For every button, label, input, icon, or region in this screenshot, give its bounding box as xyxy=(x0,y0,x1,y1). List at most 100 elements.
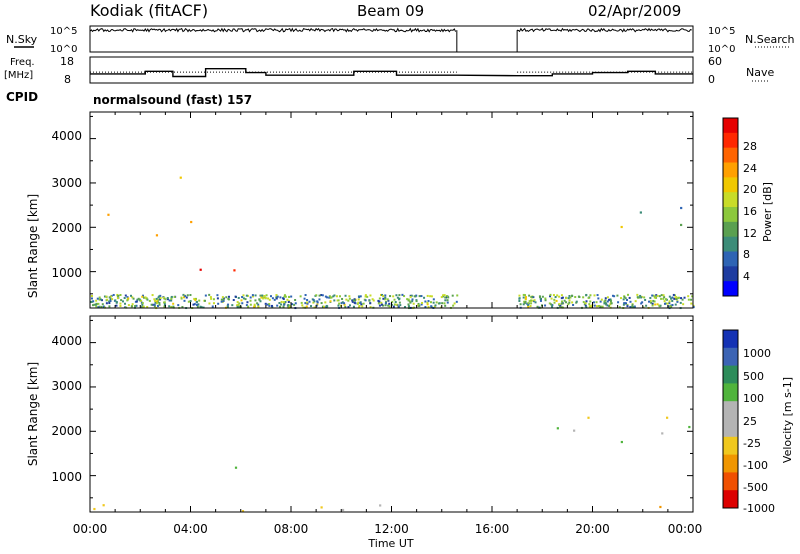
cpid-value: normalsound (fast) 157 xyxy=(93,93,252,107)
echo-cell xyxy=(651,302,654,305)
echo-cell xyxy=(130,305,133,308)
echo-cell xyxy=(351,299,354,302)
echo-cell xyxy=(197,303,200,306)
echo-cell xyxy=(401,293,404,296)
echo-cell xyxy=(553,298,556,301)
echo-cell xyxy=(271,304,274,307)
colorbar-swatch xyxy=(723,330,738,349)
echo-cell xyxy=(388,305,391,308)
echo-cell xyxy=(141,302,144,305)
echo-cell xyxy=(348,297,351,300)
echo-cell xyxy=(629,305,632,308)
echo-cell xyxy=(626,305,629,308)
echo-cell xyxy=(600,298,603,301)
echo-cell xyxy=(212,298,215,301)
echo-cell xyxy=(208,293,211,296)
echo-cell xyxy=(153,305,156,308)
echo-cell xyxy=(131,303,134,306)
echo-cell xyxy=(168,305,171,308)
echo-cell xyxy=(105,302,108,305)
echo-cell xyxy=(409,294,412,297)
echo-cell xyxy=(108,300,111,303)
echo-cell xyxy=(663,300,666,303)
velocity-ylabel: Slant Range [km] xyxy=(26,362,40,466)
echo-cell xyxy=(551,305,554,308)
colorbar-swatch xyxy=(723,436,738,456)
echo-cell xyxy=(226,304,229,307)
x-tick-label: 20:00 xyxy=(575,522,610,536)
echo-cell xyxy=(369,306,372,309)
echo-cell xyxy=(658,304,661,307)
echo-cell xyxy=(398,301,401,304)
echo-cell xyxy=(200,306,203,309)
echo-cell xyxy=(259,294,262,297)
echo-cell xyxy=(220,298,223,301)
echo-cell xyxy=(90,297,93,300)
echo-cell xyxy=(599,300,602,303)
echo-cell xyxy=(544,297,547,300)
echo-cell xyxy=(527,304,530,307)
echo-cell xyxy=(676,300,679,303)
echo-cell xyxy=(424,306,427,309)
echo-cell xyxy=(640,296,643,299)
echo-cell xyxy=(378,297,381,300)
echo-cell xyxy=(98,298,101,301)
power-cb-tick: 4 xyxy=(743,270,750,283)
colorbar-swatch xyxy=(723,454,738,473)
echo-cell xyxy=(671,296,674,299)
echo-cell xyxy=(659,505,662,509)
echo-cell xyxy=(387,299,390,302)
velocity-cb-tick: -100 xyxy=(743,459,768,472)
echo-cell xyxy=(403,295,406,298)
echo-cell xyxy=(519,303,522,306)
freq-label: Freq. xyxy=(10,57,35,68)
colorbar-swatch xyxy=(723,132,738,149)
echo-cell xyxy=(624,297,627,300)
echo-cell xyxy=(444,304,447,307)
echo-cell xyxy=(170,305,173,308)
echo-cell xyxy=(338,295,341,298)
echo-cell xyxy=(440,296,443,299)
echo-cell xyxy=(195,303,198,306)
echo-cell xyxy=(622,303,625,306)
echo-cell xyxy=(595,301,598,304)
echo-cell xyxy=(284,295,287,298)
echo-cell xyxy=(265,294,268,297)
echo-cell xyxy=(257,305,260,308)
echo-cell xyxy=(259,300,262,303)
echo-cell xyxy=(254,299,257,302)
echo-cell xyxy=(278,302,281,305)
echo-cell xyxy=(241,302,244,305)
power-cb-tick: 24 xyxy=(743,162,757,175)
echo-cell xyxy=(256,302,259,305)
echo-cell xyxy=(245,294,248,297)
echo-cell xyxy=(608,304,611,307)
echo-cell xyxy=(568,295,571,298)
colorbar-swatch xyxy=(723,472,738,491)
echo-cell xyxy=(444,299,447,302)
echo-cell xyxy=(177,304,180,307)
echo-cell xyxy=(595,305,598,308)
echo-cell xyxy=(565,297,568,300)
echo-cell xyxy=(584,302,587,305)
echo-cell xyxy=(192,303,195,306)
echo-cell xyxy=(544,299,547,302)
echo-cell xyxy=(267,297,270,300)
x-tick-label: 08:00 xyxy=(274,522,309,536)
echo-cell xyxy=(610,302,613,305)
echo-cell xyxy=(168,299,171,302)
echo-cell xyxy=(211,305,214,308)
nsearch-label: N.Search xyxy=(745,33,795,46)
echo-cell xyxy=(288,305,291,308)
echo-cell xyxy=(352,299,355,302)
nsky-label: N.Sky xyxy=(6,33,38,46)
echo-cell xyxy=(246,301,249,304)
echo-cell xyxy=(172,302,175,305)
echo-cell xyxy=(179,176,182,179)
echo-cell xyxy=(447,296,450,299)
echo-cell xyxy=(221,296,224,299)
echo-cell xyxy=(384,294,387,297)
echo-cell xyxy=(276,304,279,307)
echo-cell xyxy=(270,295,273,298)
echo-cell xyxy=(240,299,243,302)
